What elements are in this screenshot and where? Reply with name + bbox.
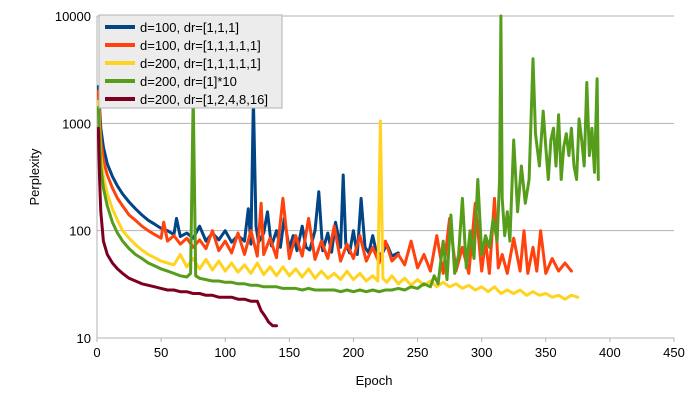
- y-axis-title: Perplexity: [27, 148, 42, 206]
- x-tick-label-0: 0: [93, 345, 100, 360]
- y-tick-label-0: 10: [77, 331, 91, 346]
- y-tick-label-1: 100: [69, 224, 91, 239]
- y-tick-label-2: 1000: [62, 116, 91, 131]
- legend-label-0: d=100, dr=[1,1,1]: [140, 20, 239, 35]
- legend-label-1: d=100, dr=[1,1,1,1,1]: [140, 38, 261, 53]
- legend-label-2: d=200, dr=[1,1,1,1,1]: [140, 56, 261, 71]
- x-tick-label-3: 150: [278, 345, 300, 360]
- x-tick-label-6: 300: [471, 345, 493, 360]
- legend-label-4: d=200, dr=[1,2,4,8,16]: [140, 92, 268, 107]
- x-tick-label-9: 450: [663, 345, 685, 360]
- y-tick-labels: 10 100 1000 10000: [55, 9, 91, 346]
- axes: [96, 16, 675, 342]
- legend-label-3: d=200, dr=[1]*10: [140, 74, 237, 89]
- x-tick-labels: 0 50 100 150 200 250 300 350 400 450: [93, 345, 684, 360]
- x-tick-label-5: 250: [407, 345, 429, 360]
- series-line-3: [97, 14, 600, 294]
- x-axis-title: Epoch: [356, 373, 393, 388]
- series-line-2: [97, 99, 580, 301]
- x-tick-label-7: 350: [535, 345, 557, 360]
- series-lines: [97, 14, 600, 328]
- series-line-1: [97, 89, 573, 275]
- legend: d=100, dr=[1,1,1] d=100, dr=[1,1,1,1,1] d=…: [98, 14, 283, 109]
- series-line-4: [97, 126, 278, 328]
- y-tick-label-3: 10000: [55, 9, 91, 24]
- x-tick-label-1: 50: [154, 345, 168, 360]
- x-tick-label-2: 100: [214, 345, 236, 360]
- x-tick-label-4: 200: [343, 345, 365, 360]
- x-tick-label-8: 400: [599, 345, 621, 360]
